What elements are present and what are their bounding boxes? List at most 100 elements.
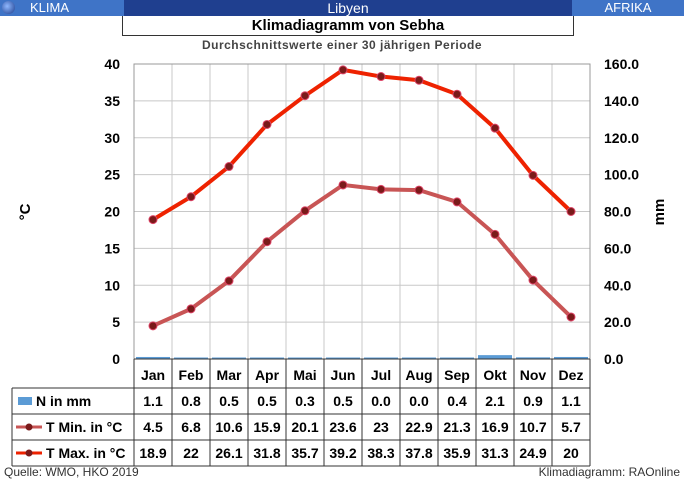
data-label: 22.9 — [405, 419, 432, 435]
y-tick-label: 40 — [104, 56, 120, 72]
legend-entry: T Max. in °C — [46, 445, 126, 461]
tmin-point — [262, 237, 272, 247]
source-note: Quelle: WMO, HKO 2019 — [4, 465, 139, 479]
legend-swatch-marker — [25, 423, 33, 431]
tmax-point — [528, 170, 538, 180]
month-label: Sep — [444, 367, 470, 383]
tmin-point — [414, 185, 424, 195]
data-label: 0.0 — [409, 393, 429, 409]
y2-tick-label: 0.0 — [604, 351, 624, 367]
precip-bar — [250, 357, 284, 359]
klima-tab[interactable]: KLIMA — [0, 0, 124, 16]
data-label: 10.7 — [519, 419, 546, 435]
y2-tick-label: 40.0 — [604, 277, 631, 293]
y-tick-label: 5 — [112, 314, 120, 330]
data-label: 20.1 — [291, 419, 318, 435]
month-label: Dez — [559, 367, 584, 383]
tmax-point — [148, 215, 158, 225]
month-label: Mar — [217, 367, 242, 383]
data-label: 5.7 — [561, 419, 581, 435]
data-label: 39.2 — [329, 445, 356, 461]
data-label: 31.8 — [253, 445, 280, 461]
tmax-point — [414, 75, 424, 85]
tmax-line — [151, 67, 573, 222]
data-label: 23 — [373, 419, 389, 435]
precip-bar — [402, 357, 436, 359]
month-label: Okt — [483, 367, 507, 383]
precip-bar — [478, 355, 512, 359]
y-axis-title: °C — [17, 203, 34, 220]
y-tick-label: 0 — [112, 351, 120, 367]
y2-tick-label: 140.0 — [604, 93, 639, 109]
tmin-point — [148, 321, 158, 331]
data-label: 0.0 — [371, 393, 391, 409]
month-label: Mai — [293, 367, 316, 383]
month-label: Aug — [405, 367, 432, 383]
precip-bar — [174, 357, 208, 359]
data-label: 23.6 — [329, 419, 356, 435]
data-label: 15.9 — [253, 419, 280, 435]
precip-bar — [212, 357, 246, 359]
y-tick-label: 30 — [104, 130, 120, 146]
afrika-tab[interactable]: AFRIKA — [572, 0, 684, 16]
data-label: 0.3 — [295, 393, 315, 409]
precip-bar — [516, 357, 550, 359]
precip-bar — [440, 357, 474, 359]
data-label: 18.9 — [139, 445, 166, 461]
tmax-point — [452, 89, 462, 99]
y2-tick-label: 80.0 — [604, 204, 631, 220]
data-label: 1.1 — [143, 393, 163, 409]
tmin-point — [490, 229, 500, 239]
y2-tick-label: 20.0 — [604, 314, 631, 330]
data-label: 0.9 — [523, 393, 543, 409]
data-label: 38.3 — [367, 445, 394, 461]
precip-bar — [136, 356, 170, 359]
legend-swatch-marker — [25, 449, 33, 457]
tmin-point — [186, 304, 196, 314]
month-label: Apr — [255, 367, 280, 383]
y-tick-label: 20 — [104, 204, 120, 220]
y-tick-label: 15 — [104, 240, 120, 256]
precip-bar — [554, 356, 588, 359]
y2-axis-title: mm — [651, 199, 668, 226]
month-label: Jul — [371, 367, 391, 383]
y-tick-label: 35 — [104, 93, 120, 109]
legend-entry: T Min. in °C — [46, 419, 122, 435]
tmin-point — [338, 180, 348, 190]
tmax-point — [262, 119, 272, 129]
y2-tick-label: 60.0 — [604, 240, 631, 256]
tmin-point — [376, 184, 386, 194]
legend-swatch-precip — [18, 397, 32, 405]
tmin-point — [300, 206, 310, 216]
credit-note: Klimadiagramm: RAOnline — [538, 465, 680, 479]
data-label: 1.1 — [561, 393, 581, 409]
y2-tick-label: 160.0 — [604, 56, 639, 72]
y2-tick-label: 100.0 — [604, 167, 639, 183]
month-label: Feb — [179, 367, 204, 383]
tmax-point — [338, 65, 348, 75]
tmax-point — [224, 162, 234, 172]
data-label: 22 — [183, 445, 199, 461]
y2-tick-label: 120.0 — [604, 130, 639, 146]
data-label: 35.9 — [443, 445, 470, 461]
tmax-point — [490, 123, 500, 133]
data-label: 16.9 — [481, 419, 508, 435]
month-label: Jan — [141, 367, 165, 383]
data-label: 2.1 — [485, 393, 505, 409]
data-label: 24.9 — [519, 445, 546, 461]
data-label: 21.3 — [443, 419, 470, 435]
y-tick-label: 25 — [104, 167, 120, 183]
month-label: Nov — [520, 367, 547, 383]
tmin-line — [152, 182, 573, 328]
y-tick-label: 10 — [104, 277, 120, 293]
tmin-point — [452, 197, 462, 207]
top-bar: KLIMA Libyen AFRIKA — [0, 0, 684, 16]
legend-entry: N in mm — [36, 393, 91, 409]
chart-title: Klimadiagramm von Sebha — [122, 16, 574, 36]
data-label: 35.7 — [291, 445, 318, 461]
precip-bar — [288, 357, 322, 359]
data-label: 0.8 — [181, 393, 201, 409]
data-label: 26.1 — [215, 445, 242, 461]
data-label: 20 — [563, 445, 579, 461]
country-title: Libyen — [327, 0, 369, 16]
